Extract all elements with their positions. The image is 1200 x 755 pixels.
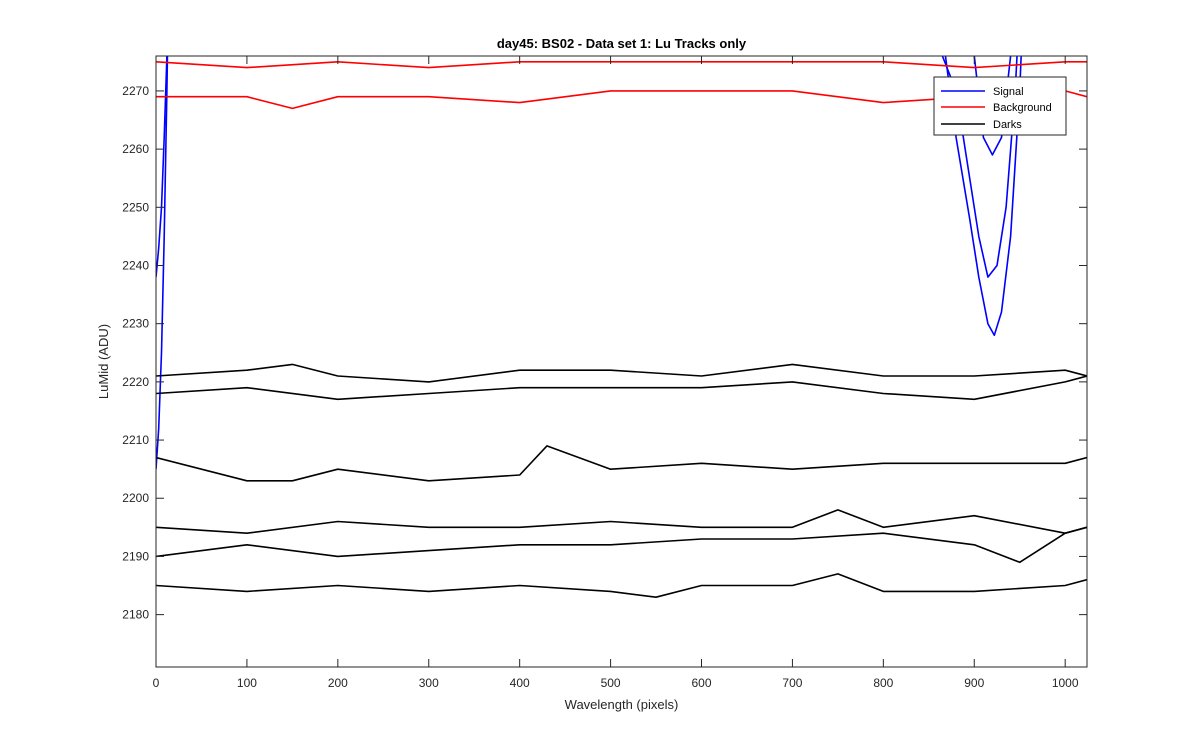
x-tick-label: 300: [419, 676, 439, 690]
series-line-darks-10: [156, 573, 1087, 599]
x-tick-label: 1000: [1052, 676, 1079, 690]
x-tick-label: 400: [510, 676, 530, 690]
y-tick-label: 2200: [122, 491, 149, 505]
y-tick-label: 2220: [122, 375, 149, 389]
x-tick-label: 800: [873, 676, 893, 690]
series-layer: [156, 56, 1087, 599]
y-tick-label: 2210: [122, 433, 149, 447]
series-line-darks-8: [156, 509, 1087, 535]
y-tick-label: 2230: [122, 317, 149, 331]
series-line-darks-9: [156, 526, 1087, 564]
x-tick-label: 900: [964, 676, 984, 690]
x-tick-label: 600: [691, 676, 711, 690]
series-line-darks-5: [156, 363, 1087, 383]
y-tick-label: 2270: [122, 84, 149, 98]
x-tick-label: 0: [153, 676, 160, 690]
chart-title: day45: BS02 - Data set 1: Lu Tracks only: [497, 36, 747, 51]
x-tick-label: 200: [328, 676, 348, 690]
series-line-signal-2: [973, 56, 1012, 156]
series-line-signal-1: [156, 56, 1022, 470]
x-tick-label: 500: [601, 676, 621, 690]
y-axis-label: LuMid (ADU): [96, 324, 111, 399]
y-tick-label: 2260: [122, 142, 149, 156]
x-tick-label: 100: [237, 676, 257, 690]
legend-box: [933, 76, 1067, 136]
legend: Signal Background Darks: [933, 76, 1067, 136]
series-line-background-3: [156, 60, 1087, 69]
axes-box: [155, 55, 1088, 668]
y-tick-label: 2190: [122, 549, 149, 563]
x-axis-label: Wavelength (pixels): [565, 697, 679, 712]
series-line-darks-6: [156, 375, 1087, 401]
tick-layer: 0 100 200 300 400 500 600 700 800 900 1000 2180 2190…: [122, 56, 1087, 690]
legend-darks-label: Darks: [993, 119, 1022, 131]
series-line-signal-0: [156, 56, 1018, 278]
legend-signal-label: Signal: [993, 86, 1024, 98]
x-tick-label: 700: [782, 676, 802, 690]
legend-background-label: Background: [993, 102, 1052, 114]
series-line-darks-7: [156, 445, 1087, 482]
y-tick-label: 2180: [122, 608, 149, 622]
y-tick-label: 2250: [122, 200, 149, 214]
y-tick-label: 2240: [122, 258, 149, 272]
